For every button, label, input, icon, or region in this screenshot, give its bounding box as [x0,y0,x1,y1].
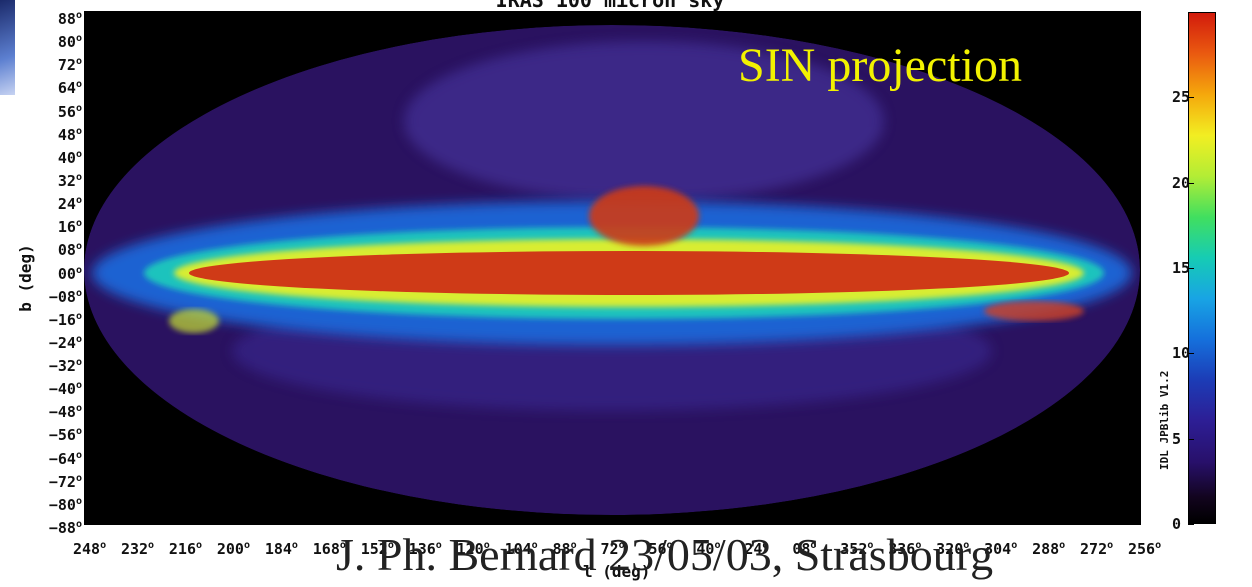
y-tick-label: −64o [48,449,82,468]
x-tick-label: 08o [792,540,817,558]
x-tick-label: 104o [504,540,538,558]
version-label: IDL JPBlib V1.2 [1158,370,1171,470]
y-tick-label: 72o [57,56,82,75]
colorbar-tick-mark [1188,268,1194,269]
x-tick-label: 72o [600,540,625,558]
taurus-cloud [169,309,219,333]
y-tick-label: −88o [48,519,82,537]
y-tick-label: 40o [57,148,82,167]
y-tick-label: −56o [48,426,82,445]
ophiuchus-cloud [589,186,699,246]
y-tick-label: −48o [48,403,82,422]
x-tick-label: 184o [264,540,298,558]
x-tick-label: 232o [120,540,155,558]
y-tick-label: 56o [57,102,82,121]
colorbar-tick-label: 20 [1172,173,1191,192]
y-tick-label: −80o [48,495,82,514]
diffuse-emission-north [404,41,884,201]
colorbar-tick-mark [1188,97,1194,99]
y-tick-label: −40o [48,380,82,399]
y-tick-label: 88o [57,10,82,28]
colorbar-tick-mark [1188,524,1194,525]
y-tick-label: −16o [48,310,82,329]
x-tick-label: 248o [73,540,107,558]
x-tick-label: 56o [648,540,673,558]
projection-label: SIN projection [738,39,1022,92]
x-tick-label: 352o [840,540,874,558]
y-tick-label: 00o [57,264,82,283]
y-tick-label: −32o [48,357,82,376]
x-tick-label: 152o [360,540,394,558]
x-tick-label: 40o [696,540,721,558]
galactic-plane-core [189,251,1069,295]
y-tick-label: −08o [48,287,82,306]
colorbar-tick-mark [1188,353,1194,355]
x-axis-label: l (deg) [583,562,651,581]
x-tick-label: 320o [936,540,970,558]
x-tick-label: 136o [408,540,442,558]
colorbar-tick-mark [1188,438,1194,440]
x-tick-label: 272o [1080,540,1114,558]
x-tick-label: 216o [168,540,203,558]
x-tick-label: 288o [1032,540,1066,558]
y-tick-label: 16o [57,218,82,237]
colorbar-tick-mark [1188,182,1194,184]
x-tick-label: 120o [456,540,490,558]
x-tick-label: 256o [1128,540,1162,558]
colorbar-tick-label: 25 [1172,88,1191,107]
y-axis-label: b (deg) [16,244,35,312]
colorbar-tick-label: 15 [1172,259,1191,277]
chart-title: IRAS 100 micron sky [495,0,725,12]
y-tick-label: 48o [57,125,82,144]
x-tick-label: 336o [888,540,922,558]
orion-cloud [984,301,1084,321]
sky-map [84,25,1140,515]
thumbnail-image [0,0,15,95]
y-tick-label: 64o [57,79,82,98]
x-tick-label: 168o [312,540,346,558]
colorbar-tick-label: 5 [1172,429,1182,448]
colorbar-tick-label: 10 [1172,344,1191,363]
x-tick-label: 200o [216,540,250,558]
y-tick-label: −72o [48,472,82,491]
y-tick-label: −24o [48,333,82,352]
colorbar-tick-label: 0 [1172,515,1182,533]
x-tick-label: 24o [744,540,769,558]
y-tick-label: 32o [57,171,82,190]
credit-label: J. Ph. Bernard 23/05/03, Strasbourg [336,529,994,580]
x-tick-label: 88o [552,540,577,558]
y-tick-label: 80o [57,33,82,52]
y-tick-label: 08o [57,241,82,260]
y-tick-label: 24o [57,195,82,214]
sky-map-frame [84,11,1141,525]
x-tick-label: 304o [984,540,1018,558]
